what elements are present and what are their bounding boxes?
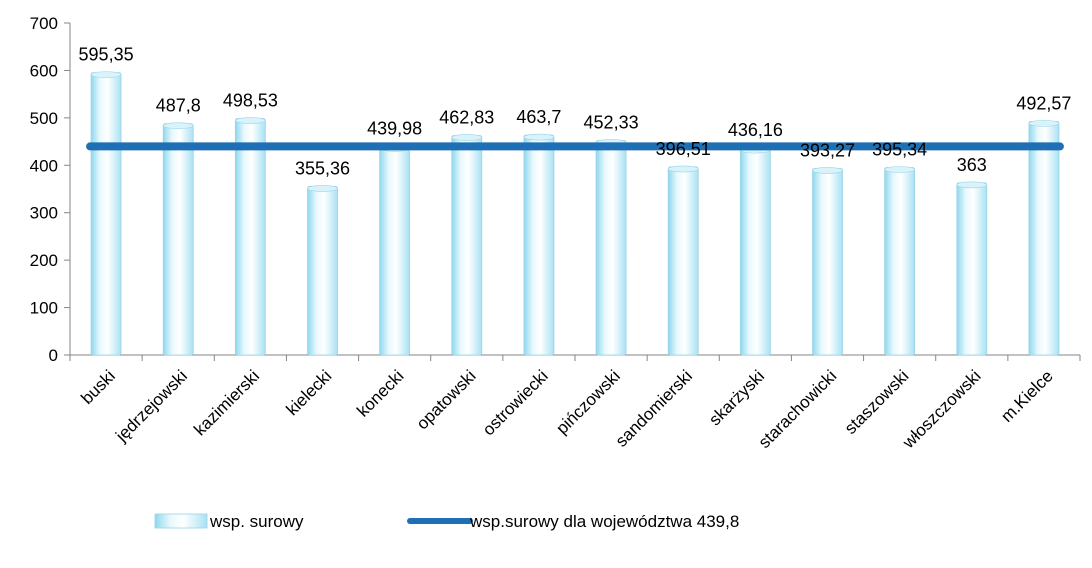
x-tick-label: sandomierski [612,366,696,450]
data-label: 355,36 [295,158,350,178]
bar-top [235,117,266,124]
x-tick-label: pińczowski [552,366,624,438]
x-tick-label: jędrzejowski [111,366,191,446]
data-label: 439,98 [367,118,422,138]
x-tick-label: opatowski [413,366,480,433]
x-tick-label: konecki [353,366,407,420]
data-label: 463,7 [516,107,561,127]
y-tick-label: 500 [30,109,58,128]
data-label: 487,8 [156,96,201,116]
data-label: 395,34 [872,139,927,159]
bar [307,186,338,356]
y-tick-label: 400 [30,156,58,175]
y-axis: 0 100 200 300 400 500 600 700 [30,14,71,365]
bar-top [162,122,194,129]
legend: wsp. surowy wsp.surowy dla województwa 43… [154,512,739,531]
bar [667,166,699,356]
bar [379,145,411,356]
data-label: 452,33 [584,112,639,132]
data-label: 462,83 [439,107,494,127]
data-label: 498,53 [223,91,278,111]
bar [451,135,483,356]
bar-top [812,167,843,174]
x-tick-label: m.Kielce [997,366,1057,426]
bar [523,134,555,356]
x-tick-label: staszowski [841,366,913,438]
y-tick-label: 100 [30,299,58,318]
y-tick-label: 700 [30,14,58,33]
x-tick-label: buski [77,366,118,407]
bar [162,123,194,356]
x-tick-label: skarżyski [705,366,768,429]
data-label: 393,27 [800,140,855,160]
x-tick-label: ostrowiecki [479,366,552,439]
legend-label-line: wsp.surowy dla województwa 439,8 [469,512,739,531]
x-tick-label: kielecki [282,366,335,419]
bar-top [667,165,699,173]
data-label: 492,57 [1016,93,1071,113]
data-labels: 595,35 487,8 498,53 355,36 439,98 462,83 463,7… [79,45,1072,179]
y-tick-label: 300 [30,204,58,223]
bar [884,167,916,356]
legend-label-bars: wsp. surowy [209,512,304,531]
y-tick-label: 600 [30,61,58,80]
data-label: 595,35 [79,45,134,65]
x-tick-label: kazimierski [190,366,263,439]
bar [739,147,771,356]
data-label: 436,16 [728,120,783,140]
bar-top [523,133,555,141]
bar-top [956,181,988,189]
data-label: 396,51 [656,139,711,159]
bar [90,72,122,356]
bar-top [307,185,338,192]
legend-swatch-bars [154,513,208,529]
bar-top [451,134,483,141]
bar-series [90,71,1060,356]
bar [812,168,843,356]
bar [595,140,627,356]
bar [956,182,988,356]
data-label: 363 [957,155,987,175]
bar-top [1028,120,1060,127]
bar-top [884,166,915,173]
bar [1028,120,1060,356]
y-tick-label: 0 [49,346,58,365]
bar-top [90,71,122,78]
bar [234,118,266,356]
y-tick-label: 200 [30,251,58,270]
